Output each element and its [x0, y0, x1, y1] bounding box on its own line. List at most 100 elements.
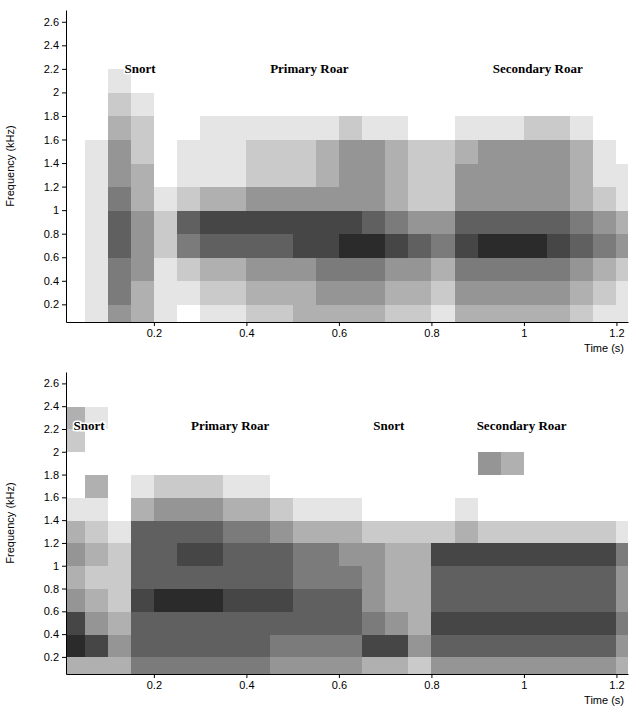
heatmap-cell	[270, 187, 294, 211]
heatmap-cell	[524, 116, 548, 140]
heatmap-cell	[154, 497, 178, 520]
heatmap-cell	[85, 589, 109, 612]
x-tick-mark	[616, 674, 617, 678]
heatmap-cell	[270, 406, 294, 429]
heatmap-cell	[108, 163, 132, 187]
heatmap-cell	[270, 429, 294, 452]
y-tick-mark	[62, 187, 66, 188]
heatmap-cell	[570, 281, 594, 305]
heatmap-cell	[200, 372, 224, 384]
heatmap-cell	[431, 611, 455, 634]
heatmap-cell	[131, 383, 155, 406]
heatmap-cell	[177, 281, 201, 305]
heatmap-cell	[547, 257, 571, 281]
heatmap-cell	[593, 520, 617, 543]
x-tick-label: 1.2	[609, 327, 624, 339]
heatmap-cell	[316, 452, 340, 475]
heatmap-cell	[85, 372, 109, 384]
heatmap-cell	[270, 281, 294, 305]
heatmap-cell	[131, 634, 155, 657]
heatmap-cell	[385, 281, 409, 305]
heatmap-cell	[270, 10, 294, 22]
heatmap-cell	[570, 543, 594, 566]
heatmap-cell	[478, 163, 502, 187]
heatmap-cell	[200, 475, 224, 498]
y-tick-mark	[62, 22, 66, 23]
y-tick-label: 2.6	[44, 377, 59, 389]
heatmap-cell	[524, 520, 548, 543]
heatmap-cell	[570, 520, 594, 543]
heatmap-cell	[616, 406, 628, 429]
heatmap-cell	[385, 543, 409, 566]
heatmap-cell	[85, 520, 109, 543]
heatmap-cell	[85, 45, 109, 69]
heatmap-cell	[408, 10, 432, 22]
heatmap-cell	[616, 116, 628, 140]
heatmap-cell	[501, 497, 525, 520]
heatmap-cell	[408, 69, 432, 93]
y-tick: 2.4	[44, 39, 66, 51]
heatmap-cell	[431, 520, 455, 543]
y-tick-mark	[62, 281, 66, 282]
y-tick-label: 2.6	[44, 16, 59, 28]
heatmap-cell	[108, 383, 132, 406]
heatmap-cell	[593, 187, 617, 211]
heatmap-cell	[593, 10, 617, 22]
heatmap-cell	[431, 10, 455, 22]
heatmap-cell	[223, 566, 247, 589]
y-tick-mark	[62, 611, 66, 612]
heatmap-cell	[85, 22, 109, 46]
heatmap-cell	[223, 452, 247, 475]
heatmap-cell	[293, 210, 317, 234]
heatmap-cell	[246, 372, 270, 384]
heatmap-cell	[66, 304, 85, 322]
heatmap-cell	[108, 116, 132, 140]
heatmap-cell	[408, 452, 432, 475]
heatmap-cell	[339, 187, 363, 211]
heatmap-cell	[246, 187, 270, 211]
heatmap-cell	[85, 611, 109, 634]
heatmap-cell	[270, 657, 294, 674]
heatmap-cell	[362, 452, 386, 475]
heatmap-cell	[547, 163, 571, 187]
y-tick-mark	[62, 163, 66, 164]
heatmap-cell	[154, 234, 178, 258]
heatmap-cell	[501, 543, 525, 566]
heatmap-cell	[478, 116, 502, 140]
heatmap-cell	[293, 234, 317, 258]
y-tick-label: 0.6	[44, 251, 59, 263]
heatmap-cell	[223, 22, 247, 46]
y-tick-mark	[62, 634, 66, 635]
heatmap-cell	[293, 257, 317, 281]
x-tick-label: 0.4	[239, 679, 254, 691]
heatmap-cell	[362, 22, 386, 46]
heatmap-cell	[408, 187, 432, 211]
heatmap-cell	[408, 543, 432, 566]
heatmap-cell	[547, 497, 571, 520]
heatmap-cell	[616, 234, 628, 258]
heatmap-cell	[593, 234, 617, 258]
heatmap-cell	[570, 634, 594, 657]
heatmap-cell	[362, 634, 386, 657]
y-tick-label: 1	[53, 204, 59, 216]
heatmap-cell	[85, 566, 109, 589]
heatmap-cell	[385, 116, 409, 140]
heatmap-cell	[524, 140, 548, 164]
heatmap-cell	[385, 372, 409, 384]
heatmap-cell	[478, 634, 502, 657]
heatmap-cell	[177, 116, 201, 140]
heatmap-cell	[501, 257, 525, 281]
heatmap-cell	[616, 304, 628, 322]
heatmap-cell	[455, 383, 479, 406]
heatmap-cell	[316, 543, 340, 566]
x-tick: 0.8	[424, 674, 439, 691]
heatmap-cell	[547, 92, 571, 116]
heatmap-cell	[108, 234, 132, 258]
heatmap-cell	[593, 657, 617, 674]
heatmap-cell	[223, 210, 247, 234]
heatmap-cell	[131, 520, 155, 543]
heatmap-cell	[547, 589, 571, 612]
heatmap-cell	[501, 116, 525, 140]
y-tick-label: 2.4	[44, 400, 59, 412]
heatmap-cell	[270, 163, 294, 187]
